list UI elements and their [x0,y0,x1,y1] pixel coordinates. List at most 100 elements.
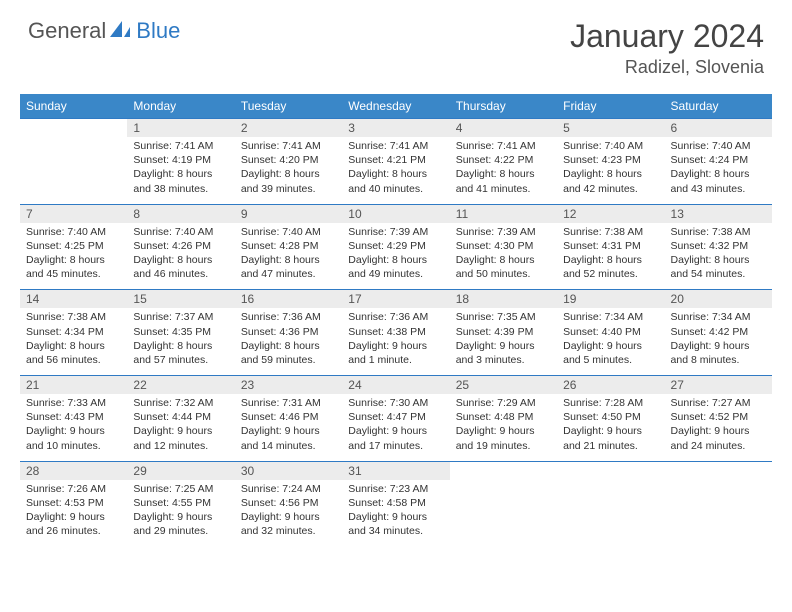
sunset-text: Sunset: 4:25 PM [26,239,121,253]
daylight-text: Daylight: 8 hours [26,339,121,353]
day-number-cell: 2 [235,119,342,138]
day-cell: Sunrise: 7:34 AMSunset: 4:42 PMDaylight:… [665,308,772,375]
day-cell [557,480,664,547]
daylight-text: and 43 minutes. [671,182,766,196]
sunrise-text: Sunrise: 7:41 AM [133,139,228,153]
sunrise-text: Sunrise: 7:40 AM [133,225,228,239]
sunset-text: Sunset: 4:56 PM [241,496,336,510]
sunrise-text: Sunrise: 7:40 AM [241,225,336,239]
sunrise-text: Sunrise: 7:41 AM [241,139,336,153]
sail-icon [108,19,134,44]
sunset-text: Sunset: 4:43 PM [26,410,121,424]
daylight-text: Daylight: 8 hours [456,253,551,267]
daylight-text: Daylight: 8 hours [671,253,766,267]
sunset-text: Sunset: 4:26 PM [133,239,228,253]
day-number-cell: 5 [557,119,664,138]
daylight-text: and 42 minutes. [563,182,658,196]
day-cell: Sunrise: 7:34 AMSunset: 4:40 PMDaylight:… [557,308,664,375]
daylight-text: and 49 minutes. [348,267,443,281]
sunset-text: Sunset: 4:53 PM [26,496,121,510]
day-cell: Sunrise: 7:36 AMSunset: 4:36 PMDaylight:… [235,308,342,375]
daylight-text: Daylight: 9 hours [26,510,121,524]
day-cell: Sunrise: 7:32 AMSunset: 4:44 PMDaylight:… [127,394,234,461]
day-number-cell: 31 [342,461,449,480]
content-row: Sunrise: 7:40 AMSunset: 4:25 PMDaylight:… [20,223,772,290]
day-cell: Sunrise: 7:39 AMSunset: 4:30 PMDaylight:… [450,223,557,290]
day-cell: Sunrise: 7:23 AMSunset: 4:58 PMDaylight:… [342,480,449,547]
day-cell: Sunrise: 7:39 AMSunset: 4:29 PMDaylight:… [342,223,449,290]
day-header: Tuesday [235,94,342,119]
sunrise-text: Sunrise: 7:27 AM [671,396,766,410]
day-number-cell: 25 [450,376,557,395]
daylight-text: Daylight: 9 hours [348,339,443,353]
day-number-cell: 16 [235,290,342,309]
daylight-text: and 12 minutes. [133,439,228,453]
daynum-row: 123456 [20,119,772,138]
daylight-text: Daylight: 8 hours [348,253,443,267]
day-header: Saturday [665,94,772,119]
day-number-cell: 28 [20,461,127,480]
day-cell: Sunrise: 7:33 AMSunset: 4:43 PMDaylight:… [20,394,127,461]
day-number-cell: 10 [342,204,449,223]
sunrise-text: Sunrise: 7:23 AM [348,482,443,496]
day-cell: Sunrise: 7:30 AMSunset: 4:47 PMDaylight:… [342,394,449,461]
sunrise-text: Sunrise: 7:38 AM [26,310,121,324]
day-cell: Sunrise: 7:29 AMSunset: 4:48 PMDaylight:… [450,394,557,461]
daylight-text: Daylight: 9 hours [348,510,443,524]
day-number-cell: 23 [235,376,342,395]
daylight-text: and 45 minutes. [26,267,121,281]
day-number-cell: 7 [20,204,127,223]
sunset-text: Sunset: 4:19 PM [133,153,228,167]
sunset-text: Sunset: 4:58 PM [348,496,443,510]
daylight-text: Daylight: 8 hours [241,253,336,267]
day-header: Wednesday [342,94,449,119]
day-cell: Sunrise: 7:41 AMSunset: 4:19 PMDaylight:… [127,137,234,204]
daylight-text: Daylight: 9 hours [241,510,336,524]
day-number-cell: 18 [450,290,557,309]
content-row: Sunrise: 7:33 AMSunset: 4:43 PMDaylight:… [20,394,772,461]
sunset-text: Sunset: 4:20 PM [241,153,336,167]
content-row: Sunrise: 7:41 AMSunset: 4:19 PMDaylight:… [20,137,772,204]
day-header: Monday [127,94,234,119]
daynum-row: 21222324252627 [20,376,772,395]
day-number-cell: 3 [342,119,449,138]
sunrise-text: Sunrise: 7:28 AM [563,396,658,410]
sunset-text: Sunset: 4:39 PM [456,325,551,339]
day-number-cell: 12 [557,204,664,223]
day-number-cell: 21 [20,376,127,395]
daylight-text: and 5 minutes. [563,353,658,367]
sunset-text: Sunset: 4:46 PM [241,410,336,424]
sunrise-text: Sunrise: 7:39 AM [348,225,443,239]
sunrise-text: Sunrise: 7:36 AM [348,310,443,324]
sunrise-text: Sunrise: 7:40 AM [26,225,121,239]
sunset-text: Sunset: 4:52 PM [671,410,766,424]
day-number-cell: 30 [235,461,342,480]
sunset-text: Sunset: 4:22 PM [456,153,551,167]
daylight-text: and 10 minutes. [26,439,121,453]
day-cell: Sunrise: 7:35 AMSunset: 4:39 PMDaylight:… [450,308,557,375]
sunset-text: Sunset: 4:31 PM [563,239,658,253]
daylight-text: Daylight: 8 hours [671,167,766,181]
day-cell: Sunrise: 7:38 AMSunset: 4:31 PMDaylight:… [557,223,664,290]
day-number-cell: 6 [665,119,772,138]
sunset-text: Sunset: 4:50 PM [563,410,658,424]
daylight-text: and 3 minutes. [456,353,551,367]
day-number-cell: 1 [127,119,234,138]
day-number-cell: 11 [450,204,557,223]
day-cell: Sunrise: 7:36 AMSunset: 4:38 PMDaylight:… [342,308,449,375]
daylight-text: Daylight: 9 hours [26,424,121,438]
daylight-text: Daylight: 9 hours [348,424,443,438]
logo-text-general: General [28,18,106,44]
calendar-table: Sunday Monday Tuesday Wednesday Thursday… [20,94,772,546]
day-number-cell [557,461,664,480]
day-cell: Sunrise: 7:27 AMSunset: 4:52 PMDaylight:… [665,394,772,461]
daylight-text: Daylight: 8 hours [133,339,228,353]
daynum-row: 14151617181920 [20,290,772,309]
sunrise-text: Sunrise: 7:25 AM [133,482,228,496]
sunset-text: Sunset: 4:48 PM [456,410,551,424]
day-cell: Sunrise: 7:31 AMSunset: 4:46 PMDaylight:… [235,394,342,461]
sunset-text: Sunset: 4:40 PM [563,325,658,339]
sunset-text: Sunset: 4:47 PM [348,410,443,424]
sunrise-text: Sunrise: 7:30 AM [348,396,443,410]
sunrise-text: Sunrise: 7:40 AM [563,139,658,153]
